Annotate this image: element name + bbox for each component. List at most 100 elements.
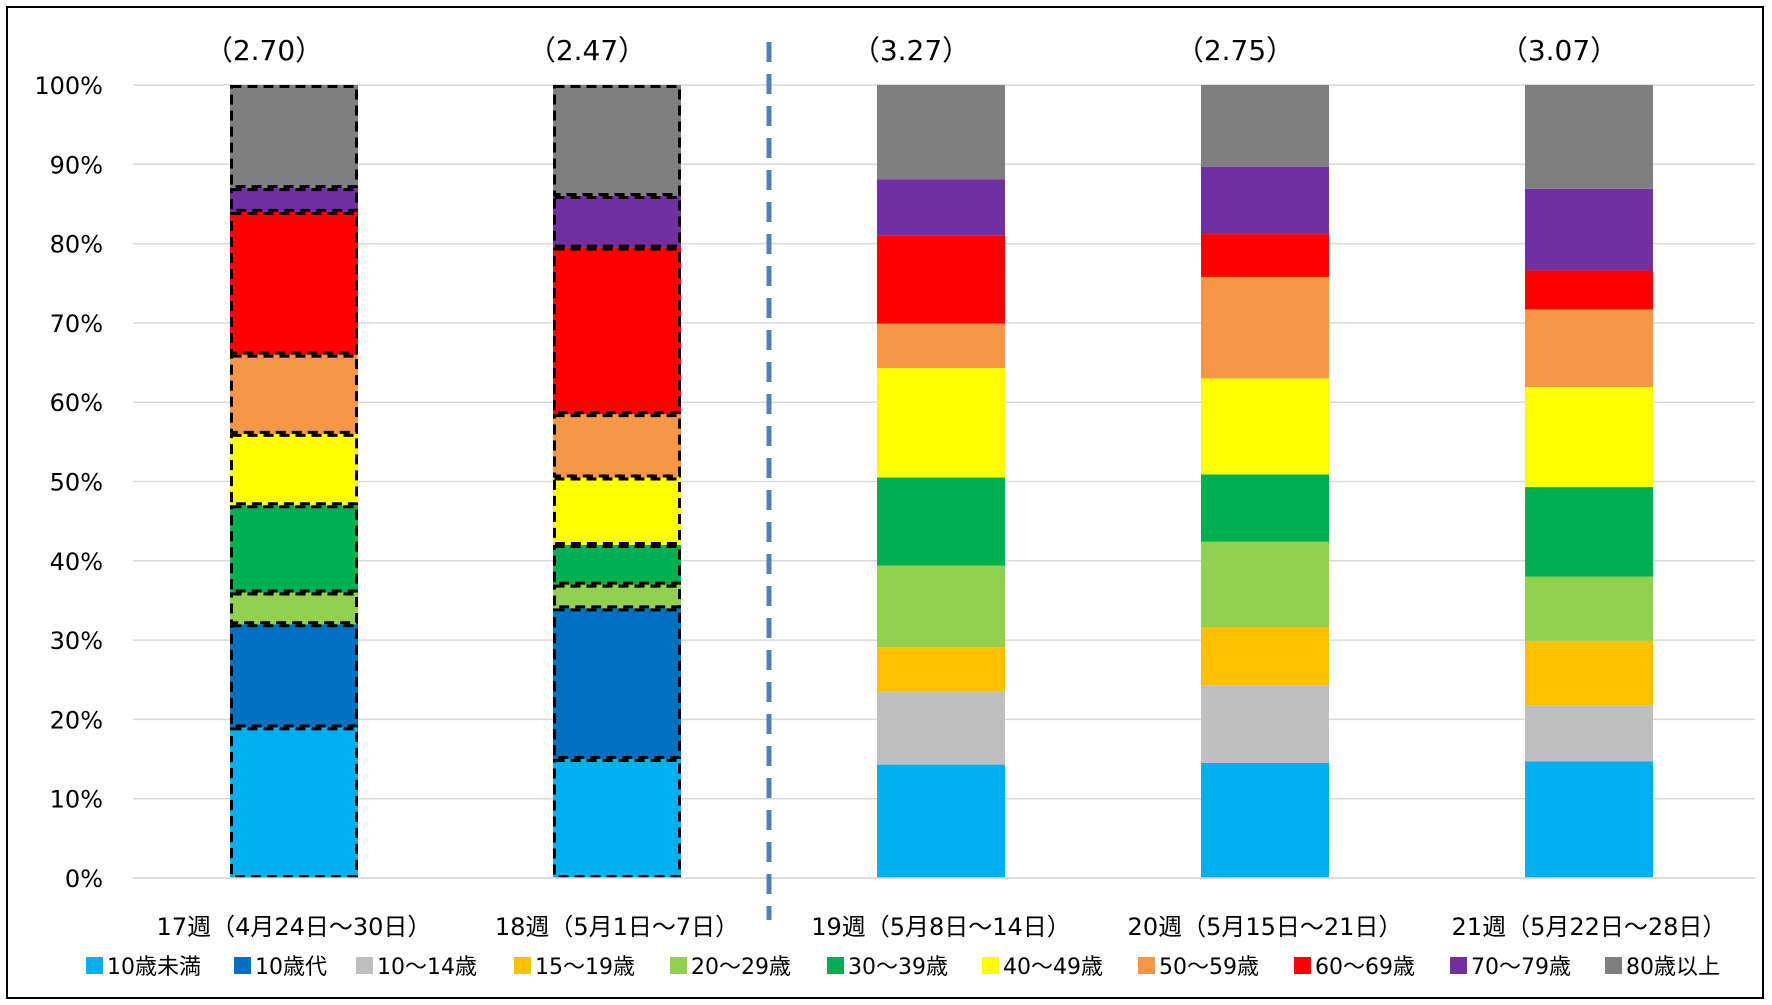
bar-annotation: （2.47） — [528, 34, 646, 67]
bar-segment-4-8 — [1525, 270, 1653, 310]
bar-segment-4-3 — [1525, 640, 1653, 706]
legend-label: 70～79歳 — [1471, 955, 1571, 980]
bar-segment-4-2 — [1525, 705, 1653, 762]
bar-segment-0-5 — [230, 505, 358, 593]
dashed-segment-outline — [230, 354, 358, 434]
legend-label: 10歳未満 — [107, 955, 201, 980]
bar-segment-3-6 — [1201, 378, 1329, 475]
y-tick-label: 100% — [34, 72, 103, 100]
bar-segment-4-6 — [1525, 387, 1653, 488]
bar-segment-1-4 — [553, 584, 681, 609]
bar-segment-3-10 — [1201, 85, 1329, 167]
bar-annotation: （2.70） — [205, 34, 323, 67]
y-tick-label: 40% — [50, 548, 103, 576]
legend-label: 10～14歳 — [377, 955, 477, 980]
legend-swatch-10 — [1605, 957, 1622, 974]
bar-segment-2-6 — [877, 368, 1005, 478]
x-tick-label: 20週（5月15日～21日） — [1128, 913, 1403, 941]
y-tick-label: 50% — [50, 469, 103, 497]
bar-segment-0-8 — [230, 211, 358, 355]
bar-segment-4-0 — [1525, 761, 1653, 878]
dashed-segment-outline — [553, 196, 681, 248]
bar-segment-1-7 — [553, 414, 681, 478]
dashed-segment-outline — [553, 759, 681, 878]
y-tick-label: 80% — [50, 231, 103, 259]
x-tick-label: 19週（5月8日～14日） — [811, 913, 1071, 941]
legend-swatch-6 — [982, 957, 999, 974]
dashed-segment-outline — [553, 414, 681, 478]
bar-segment-4-4 — [1525, 576, 1653, 641]
bar-segment-2-10 — [877, 85, 1005, 180]
bar-segment-2-4 — [877, 565, 1005, 648]
bar-segment-0-9 — [230, 188, 358, 212]
bar-segment-3-8 — [1201, 234, 1329, 277]
bar-segment-3-0 — [1201, 763, 1329, 878]
legend-label: 15～19歳 — [535, 955, 635, 980]
y-tick-label: 90% — [50, 151, 103, 179]
bar-segment-1-0 — [553, 759, 681, 878]
bar-segment-4-7 — [1525, 309, 1653, 388]
bar-segment-2-8 — [877, 235, 1005, 324]
y-tick-label: 20% — [50, 706, 103, 734]
legend-swatch-1 — [234, 957, 251, 974]
y-tick-label: 0% — [65, 865, 103, 893]
y-tick-label: 70% — [50, 310, 103, 338]
bar-segment-0-7 — [230, 354, 358, 434]
dashed-segment-outline — [230, 727, 358, 879]
bar-segment-1-8 — [553, 247, 681, 415]
legend-swatch-5 — [827, 957, 844, 974]
y-tick-label: 10% — [50, 786, 103, 814]
legend-swatch-4 — [670, 957, 687, 974]
dashed-segment-outline — [230, 592, 358, 625]
y-tick-label: 60% — [50, 389, 103, 417]
bar-segment-3-9 — [1201, 166, 1329, 235]
bar-annotation: （2.75） — [1176, 34, 1294, 67]
legend-label: 20～29歳 — [691, 955, 791, 980]
legend-swatch-7 — [1138, 957, 1155, 974]
dashed-segment-outline — [230, 624, 358, 728]
bar-segment-2-0 — [877, 764, 1005, 878]
x-tick-label: 17週（4月24日～30日） — [157, 913, 432, 941]
bar-segment-3-7 — [1201, 276, 1329, 379]
bar-segment-1-5 — [553, 544, 681, 585]
bar-segment-0-0 — [230, 727, 358, 878]
dashed-segment-outline — [553, 544, 681, 585]
bar-annotation: （3.07） — [1500, 34, 1618, 67]
dashed-segment-outline — [553, 608, 681, 760]
bar-segment-3-2 — [1201, 685, 1329, 764]
legend-label: 80歳以上 — [1626, 955, 1720, 980]
bar-segment-1-6 — [553, 477, 681, 545]
bar-segment-4-10 — [1525, 85, 1653, 189]
legend-label: 30～39歳 — [848, 955, 948, 980]
legend-label: 10歳代 — [255, 955, 327, 980]
bar-segment-2-2 — [877, 691, 1005, 765]
bar-annotation: （3.27） — [852, 34, 970, 67]
legend-swatch-2 — [356, 957, 373, 974]
bar-segment-2-7 — [877, 323, 1005, 369]
dashed-segment-outline — [553, 85, 681, 197]
bar-segment-2-9 — [877, 179, 1005, 236]
bar-segment-0-6 — [230, 433, 358, 506]
dashed-segment-outline — [553, 584, 681, 609]
bar-segment-1-1 — [553, 608, 681, 760]
legend-swatch-9 — [1450, 957, 1467, 974]
dashed-segment-outline — [230, 211, 358, 355]
x-tick-label: 21週（5月22日～28日） — [1452, 913, 1727, 941]
bar-segment-2-5 — [877, 477, 1005, 566]
legend-label: 50～59歳 — [1159, 955, 1259, 980]
legend-label: 60～69歳 — [1315, 955, 1415, 980]
bar-segment-4-9 — [1525, 188, 1653, 271]
bar-segment-1-10 — [553, 85, 681, 197]
legend-label: 40～49歳 — [1003, 955, 1103, 980]
dashed-segment-outline — [230, 433, 358, 506]
legend-swatch-0 — [86, 957, 103, 974]
dashed-segment-outline — [230, 505, 358, 593]
x-tick-label: 18週（5月1日～7日） — [495, 913, 739, 941]
bar-segment-3-3 — [1201, 627, 1329, 686]
y-tick-label: 30% — [50, 627, 103, 655]
dashed-segment-outline — [230, 188, 358, 212]
bar-segment-0-10 — [230, 85, 358, 189]
bar-segment-2-3 — [877, 647, 1005, 692]
dashed-segment-outline — [230, 85, 358, 189]
